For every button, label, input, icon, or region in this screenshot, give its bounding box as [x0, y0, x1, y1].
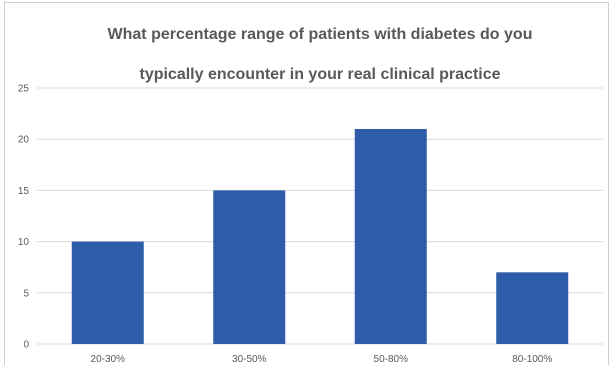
bars [71, 128, 569, 344]
x-tick-label: 50-80% [374, 354, 409, 365]
y-tick-label: 5 [23, 288, 29, 299]
x-axis-ticks: 20-30% 30-50% 50-80% 80-100% [91, 354, 553, 365]
y-tick-label: 15 [18, 186, 30, 197]
bar-2 [213, 190, 286, 344]
x-tick-label: 80-100% [512, 354, 552, 365]
x-tick-label: 30-50% [232, 354, 267, 365]
y-tick-label: 0 [23, 340, 29, 351]
bar-4 [496, 272, 569, 344]
y-tick-label: 10 [18, 237, 30, 248]
chart-title-line-2: typically encounter in your real clinica… [139, 66, 501, 83]
x-tick-label: 20-30% [91, 354, 126, 365]
y-axis-ticks: 0 5 10 15 20 25 [18, 84, 30, 351]
bar-3 [354, 128, 427, 344]
y-tick-label: 25 [18, 84, 30, 95]
chart-title-line-1: What percentage range of patients with d… [107, 26, 533, 43]
bar-1 [71, 241, 144, 344]
y-tick-label: 20 [18, 135, 30, 146]
